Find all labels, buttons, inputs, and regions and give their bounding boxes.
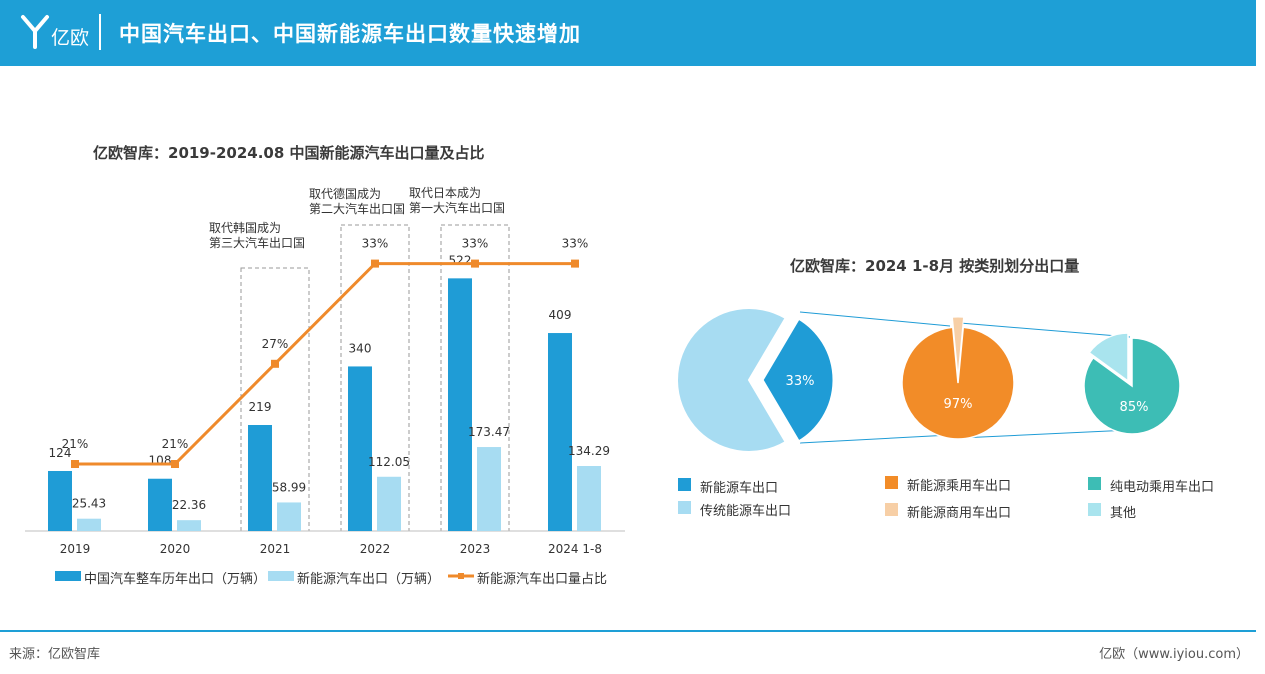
bar-total-export (448, 278, 472, 531)
header-bar: 亿欧 中国汽车出口、中国新能源车出口数量快速增加 (0, 0, 1256, 66)
data-label-total: 409 (549, 308, 572, 322)
legend-label-commercial: 新能源商用车出口 (907, 506, 1012, 521)
share-point (471, 259, 479, 268)
annotation-text: 取代韩国成为 (209, 220, 281, 235)
annotation-text: 第一大汽车出口国 (409, 200, 505, 215)
data-label-total: 522 (449, 253, 472, 267)
legend-label-traditional: 传统能源车出口 (700, 504, 792, 519)
bar-total-export (248, 425, 272, 531)
pie-slice-traditional (676, 307, 788, 453)
header-divider (99, 14, 101, 50)
share-label: 21% (162, 437, 189, 451)
annotation-text: 第二大汽车出口国 (309, 201, 405, 216)
pie-label-nev: 33% (786, 374, 815, 389)
data-label-total: 108 (149, 454, 172, 468)
y-logo-icon (21, 15, 49, 49)
pie-slice-passenger (901, 326, 1015, 440)
connector-line (799, 434, 951, 444)
bar-total-export (548, 333, 572, 531)
connector-line (799, 311, 951, 327)
data-label-total: 340 (349, 341, 372, 355)
x-tick-label: 2020 (160, 542, 191, 556)
annotation-text: 取代日本成为 (409, 186, 481, 200)
legend-swatch-traditional (678, 501, 691, 514)
footer-divider (0, 630, 1256, 632)
category-pie-chart: 33% 97% 85% (676, 307, 1181, 453)
source-note: 来源：亿欧智库 (9, 647, 101, 662)
legend-swatch-other (1088, 503, 1101, 516)
x-tick-label: 2021 (260, 542, 291, 556)
bar-nev-export (177, 520, 201, 531)
data-label-total: 219 (249, 400, 272, 414)
connector-line (959, 429, 1131, 439)
share-point (171, 460, 179, 468)
data-label-nev: 112.05 (368, 455, 410, 469)
bar-nev-export (377, 476, 401, 531)
share-point (571, 259, 579, 268)
legend-swatch-nev (268, 571, 294, 581)
connector-line (959, 322, 1131, 338)
bar-nev-export (77, 518, 101, 531)
x-tick-label: 2022 (360, 542, 391, 556)
legend-swatch-total (55, 571, 81, 581)
legend-swatch-share (448, 573, 474, 579)
legend-label-share: 新能源汽车出口量占比 (477, 572, 608, 587)
share-line (75, 262, 575, 466)
legend-label-total: 中国汽车整车历年出口（万辆） (84, 572, 267, 587)
share-label: 21% (62, 437, 89, 451)
annotation-text: 取代德国成为 (309, 186, 381, 201)
logo-text: 亿欧 (51, 27, 90, 49)
pie-slice-bev (1083, 337, 1181, 435)
data-label-nev: 134.29 (568, 444, 610, 458)
share-point (371, 259, 379, 268)
data-label-nev: 58.99 (272, 480, 306, 494)
page-title: 中国汽车出口、中国新能源车出口数量快速增加 (119, 22, 581, 46)
legend-swatch-passenger (885, 476, 898, 489)
share-point (271, 359, 279, 368)
bar-nev-export (477, 447, 501, 531)
annotation-text: 第三大汽车出口国 (209, 235, 305, 250)
legend-swatch-bev (1088, 477, 1101, 490)
x-tick-label: 2019 (60, 542, 91, 556)
bar-total-export (48, 470, 72, 531)
footer-brand: 亿欧（www.iyiou.com） (1099, 647, 1249, 662)
bar-nev-export (277, 502, 301, 531)
pie-chart-title: 亿欧智库：2024 1-8月 按类别划分出口量 (790, 257, 1080, 275)
data-label-nev: 22.36 (172, 498, 206, 512)
bar-nev-export (577, 466, 601, 531)
legend-label-passenger: 新能源乘用车出口 (907, 479, 1012, 494)
share-point (71, 460, 79, 468)
share-label: 33% (562, 237, 589, 251)
bar-total-export (348, 366, 372, 531)
data-label-nev: 173.47 (468, 425, 510, 439)
pie-slice-commercial (951, 316, 965, 377)
data-label-nev: 25.43 (72, 497, 106, 511)
pie-slice-nev (760, 315, 836, 445)
legend-label-other: 其他 (1110, 506, 1137, 521)
pie-slice-other (1088, 332, 1129, 383)
x-tick-label: 2024 1-8 (548, 542, 602, 556)
share-label: 27% (262, 337, 289, 351)
x-tick-label: 2023 (460, 542, 491, 556)
bar-total-export (148, 478, 172, 531)
legend-swatch-nev-export (678, 478, 691, 491)
legend-swatch-commercial (885, 503, 898, 516)
bar-chart-title: 亿欧智库：2019-2024.08 中国新能源汽车出口量及占比 (93, 144, 485, 162)
share-label: 33% (462, 237, 489, 251)
yiou-logo: 亿欧 (20, 14, 105, 50)
data-label-total: 124 (49, 446, 72, 460)
share-label: 33% (362, 237, 389, 251)
legend-label-nev: 新能源汽车出口（万辆） (297, 572, 441, 587)
pie-label-passenger: 97% (944, 397, 973, 412)
legend-label-nev-export: 新能源车出口 (700, 481, 779, 496)
legend-label-bev: 纯电动乘用车出口 (1110, 480, 1215, 495)
pie-label-bev: 85% (1120, 400, 1149, 415)
